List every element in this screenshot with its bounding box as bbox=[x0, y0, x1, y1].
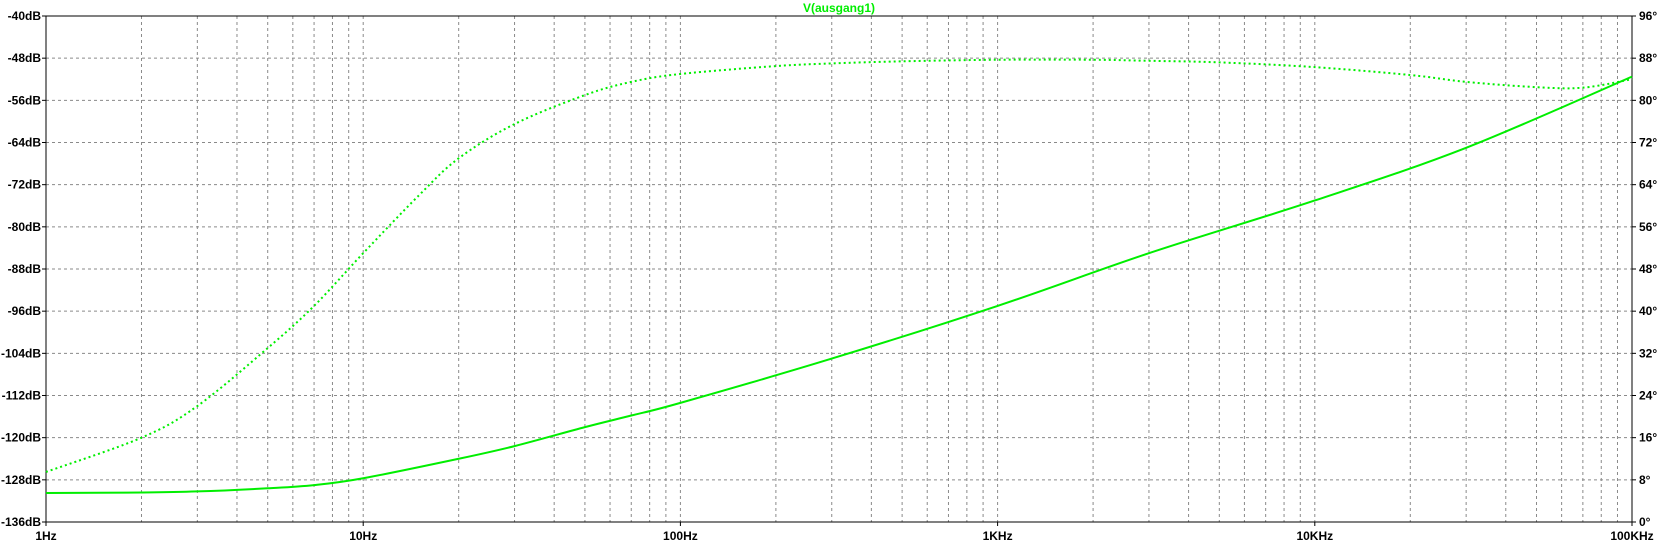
series-group bbox=[45, 58, 1633, 495]
x-tick-label: 1KHz bbox=[983, 529, 1013, 543]
x-tick-label: 10KHz bbox=[1296, 529, 1333, 543]
right-tick-label: 64° bbox=[1639, 178, 1657, 192]
left-tick-label: -104dB bbox=[1, 346, 41, 360]
left-tick-label: -136dB bbox=[1, 515, 41, 529]
left-tick-label: -128dB bbox=[1, 473, 41, 487]
right-tick-label: 80° bbox=[1639, 93, 1657, 107]
left-axis: -40dB -48dB -56dB -64dB -72dB -80dB -88dB -96dB… bbox=[1, 9, 46, 529]
right-tick-label: 72° bbox=[1639, 136, 1657, 150]
left-tick-label: -96dB bbox=[8, 304, 42, 318]
left-tick-label: -112dB bbox=[2, 389, 42, 403]
left-tick-label: -48dB bbox=[8, 51, 42, 65]
magnitude-series-line bbox=[45, 75, 1633, 495]
left-tick-label: -40dB bbox=[8, 9, 42, 23]
left-tick-label: -80dB bbox=[8, 220, 42, 234]
right-tick-label: 48° bbox=[1639, 262, 1657, 276]
right-tick-label: 32° bbox=[1639, 346, 1657, 360]
chart-title: V(ausgang1) bbox=[803, 1, 875, 15]
right-tick-label: 56° bbox=[1639, 220, 1657, 234]
x-tick-label: 10Hz bbox=[349, 529, 377, 543]
left-tick-label: -88dB bbox=[8, 262, 42, 276]
x-tick-label: 1Hz bbox=[35, 529, 56, 543]
left-tick-label: -56dB bbox=[8, 93, 42, 107]
right-tick-label: 8° bbox=[1639, 473, 1651, 487]
right-tick-label: 96° bbox=[1639, 9, 1657, 23]
left-tick-label: -72dB bbox=[8, 178, 42, 192]
phase-series-line bbox=[45, 58, 1633, 473]
right-tick-label: 88° bbox=[1639, 51, 1657, 65]
x-tick-label: 100Hz bbox=[663, 529, 698, 543]
left-tick-label: -64dB bbox=[8, 136, 42, 150]
right-tick-label: 0° bbox=[1639, 515, 1651, 529]
right-tick-label: 40° bbox=[1639, 304, 1657, 318]
x-tick-label: 100KHz bbox=[1610, 529, 1653, 543]
left-tick-label: -120dB bbox=[1, 431, 41, 445]
x-axis: 1Hz 10Hz 100Hz 1KHz 10KHz 100KHz bbox=[35, 522, 1654, 543]
right-tick-label: 16° bbox=[1639, 431, 1657, 445]
right-tick-label: 24° bbox=[1639, 389, 1657, 403]
grid bbox=[46, 16, 1632, 522]
right-axis: 96° 88° 80° 72° 64° 56° 48° 40° 32° 24° 16° 8° 0° bbox=[1632, 9, 1657, 529]
